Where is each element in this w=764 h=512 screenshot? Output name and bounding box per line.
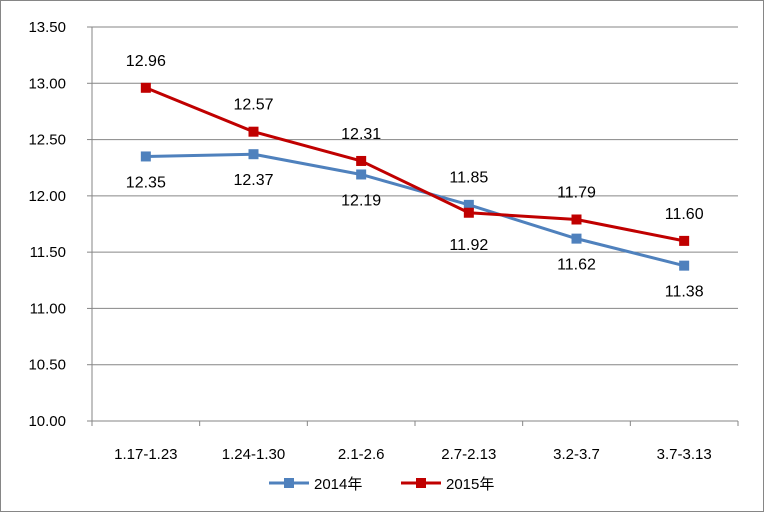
legend-label: 2015年 (446, 476, 494, 493)
data-point (679, 260, 690, 271)
data-point (571, 233, 582, 244)
x-tick-label: 3.2-3.7 (553, 446, 600, 463)
data-labels: 12.35 12.37 12.19 11.92 11.62 11.38 12.96 12.57… (126, 53, 704, 301)
gridlines (92, 26, 738, 366)
legend: 2014年 2015年 (269, 476, 494, 493)
legend-marker (416, 478, 426, 488)
series-line (145, 86, 685, 243)
data-point (463, 199, 474, 210)
data-point (356, 155, 367, 166)
legend-entry: 2014年 (269, 476, 362, 493)
data-point (140, 151, 151, 162)
x-tick-label: 3.7-3.13 (657, 446, 712, 463)
data-label: 11.60 (665, 206, 704, 223)
data-label: 12.96 (126, 53, 166, 70)
data-point (248, 149, 259, 160)
x-tick-label: 2.7-2.13 (441, 446, 496, 463)
data-label: 12.37 (233, 172, 273, 189)
legend-entry: 2015年 (401, 476, 494, 493)
y-tick-label: 12.50 (28, 132, 66, 149)
y-tick-label: 11.50 (30, 244, 66, 261)
data-label: 11.79 (557, 184, 596, 201)
data-point (463, 207, 474, 218)
y-tick-label: 10.50 (28, 357, 66, 374)
data-label: 12.31 (341, 126, 381, 143)
data-label: 12.57 (233, 97, 273, 114)
data-label: 12.19 (341, 192, 381, 209)
data-point (248, 126, 259, 137)
data-label: 12.35 (126, 174, 166, 191)
x-tick-label: 1.24-1.30 (222, 446, 285, 463)
data-label: 11.62 (557, 257, 596, 274)
y-tick-label: 10.00 (28, 413, 66, 430)
x-tick-label: 2.1-2.6 (338, 446, 385, 463)
y-tick-label: 13.00 (28, 75, 66, 92)
data-point (571, 214, 582, 225)
data-label: 11.38 (665, 284, 704, 301)
y-tick-label: 13.50 (28, 19, 66, 36)
axes: 10.00 10.50 11.00 11.50 12.00 12.50 13.00 13.50… (28, 19, 739, 463)
data-point (679, 235, 690, 246)
series (140, 82, 690, 271)
x-tick-label: 1.17-1.23 (114, 446, 177, 463)
legend-marker (284, 478, 294, 488)
series-line (145, 152, 685, 268)
data-label: 11.85 (449, 170, 488, 187)
data-point (356, 169, 367, 180)
legend-label: 2014年 (314, 476, 362, 493)
data-label: 11.92 (449, 237, 488, 254)
y-tick-label: 12.00 (28, 188, 66, 205)
data-point (140, 82, 151, 93)
y-tick-label: 11.00 (30, 300, 66, 317)
